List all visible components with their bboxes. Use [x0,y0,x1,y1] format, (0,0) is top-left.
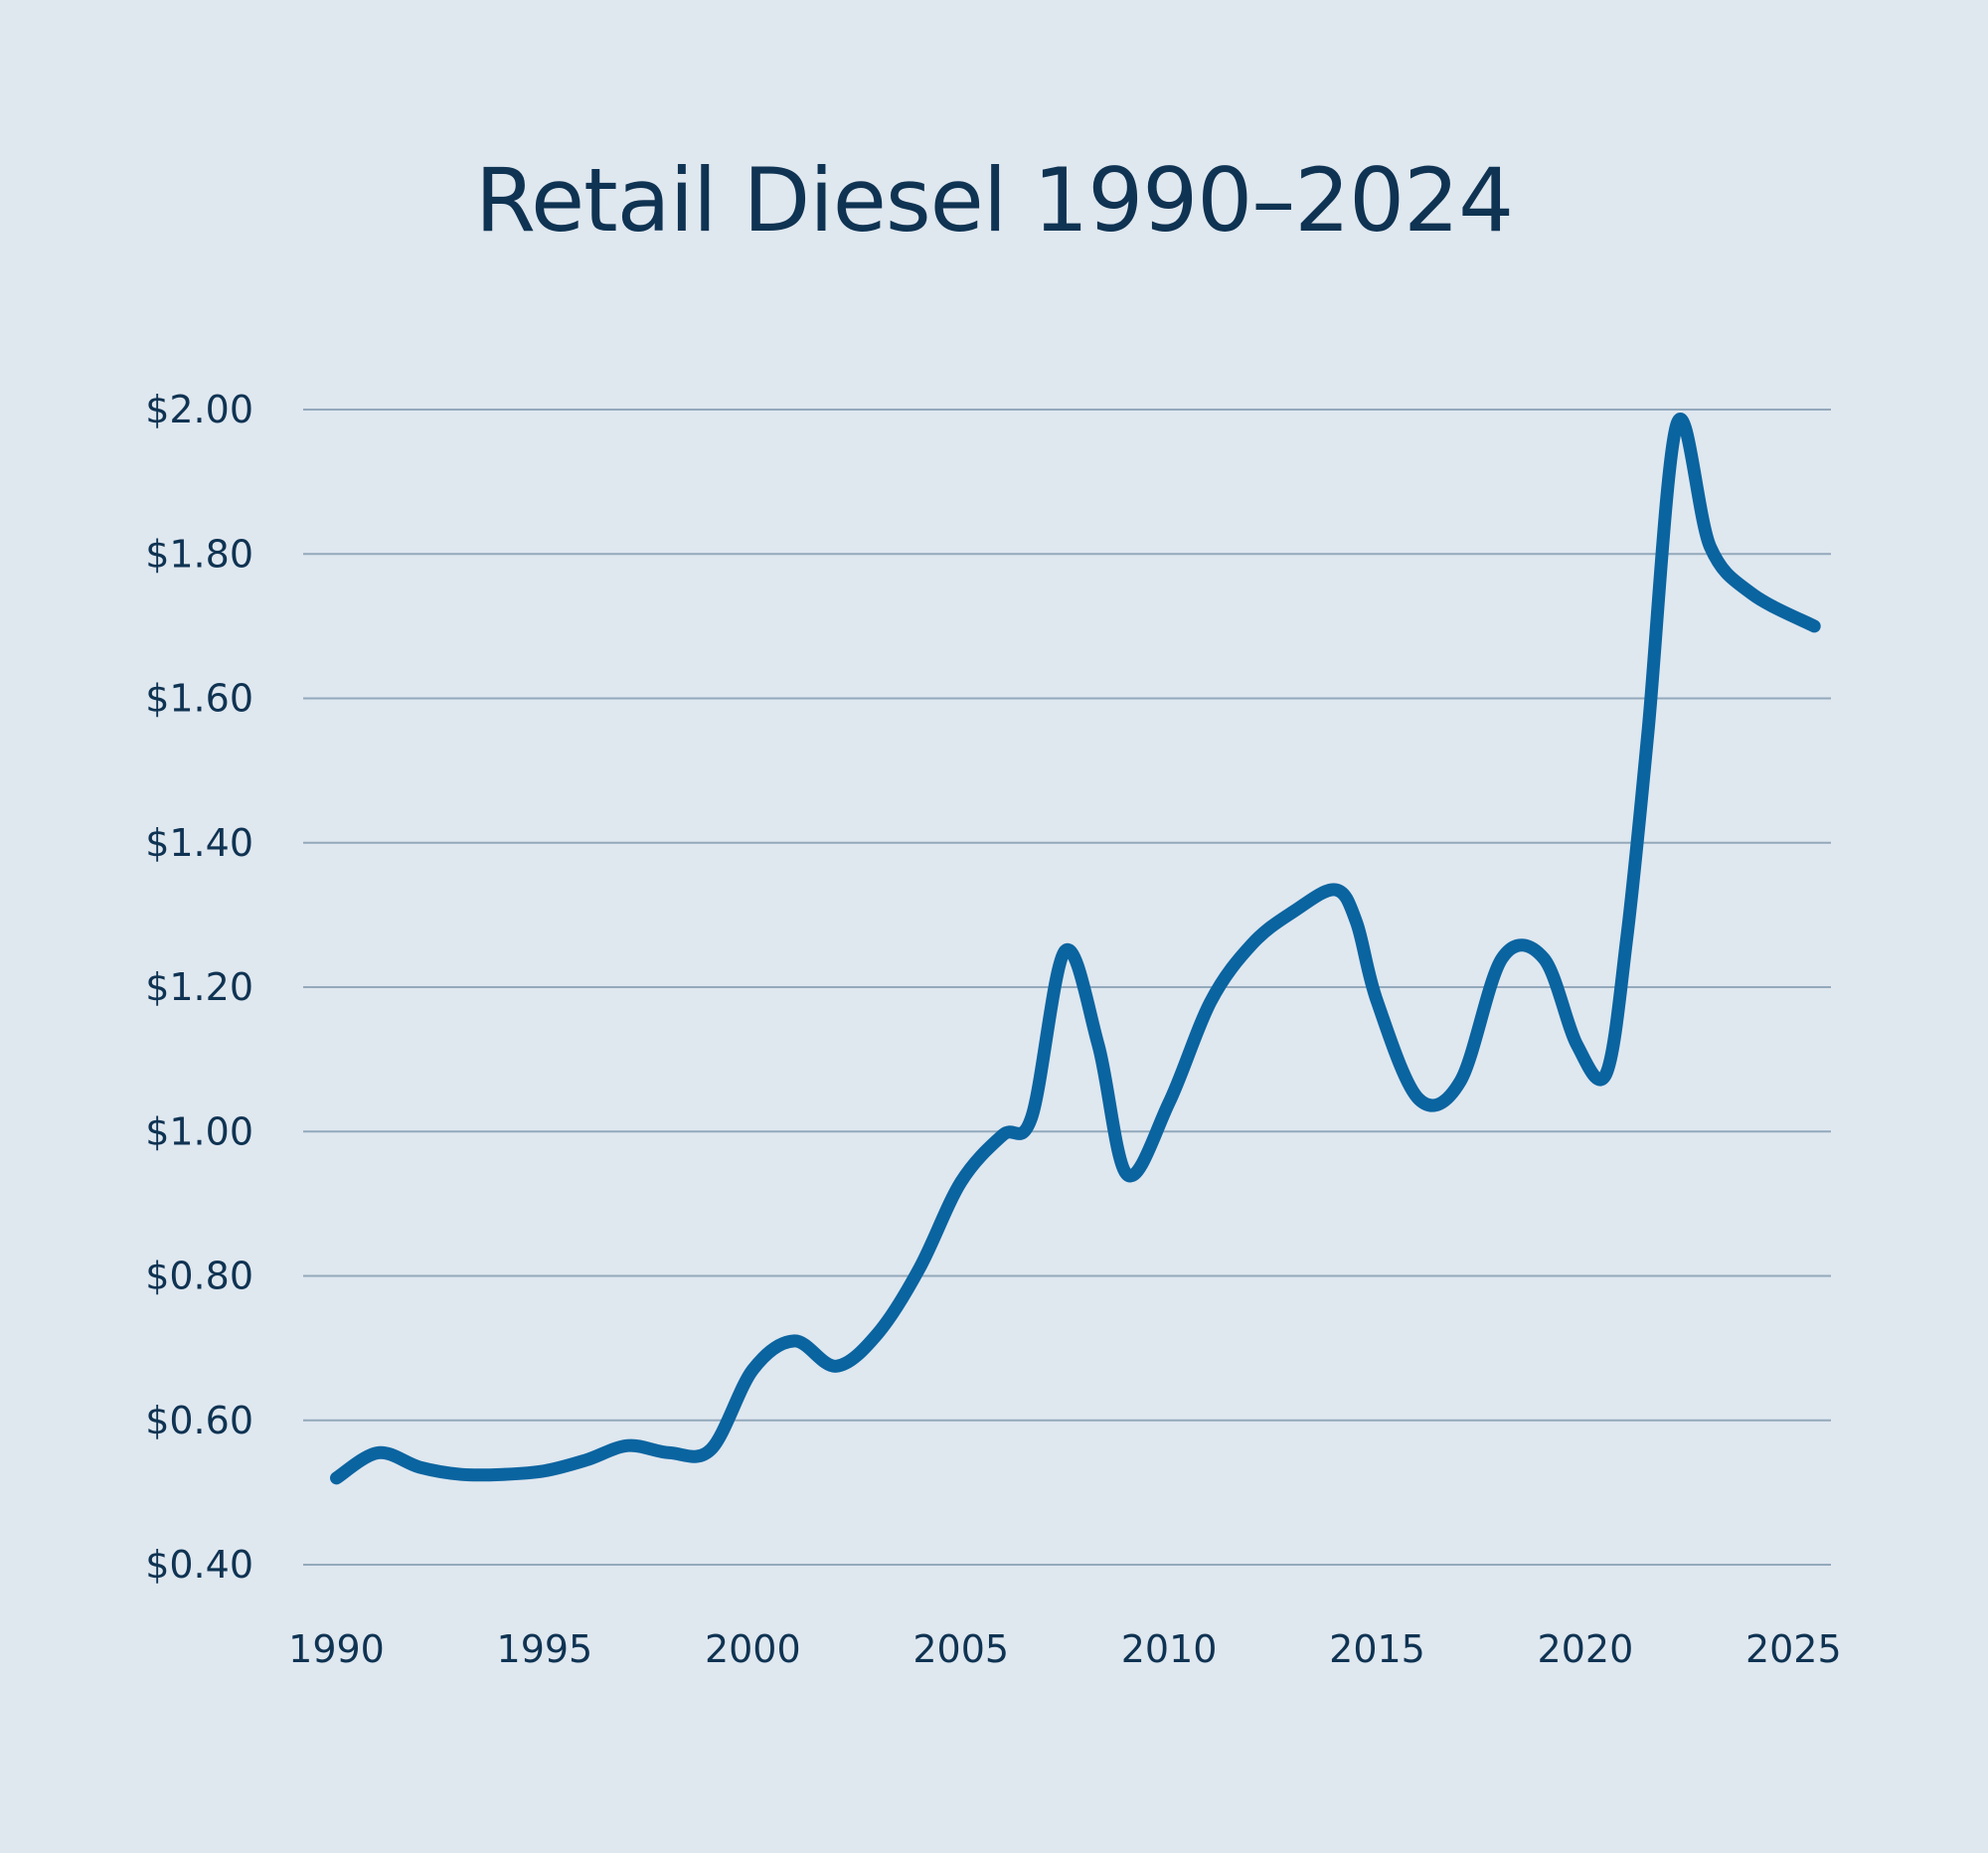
y-tick-label: $2.00 [145,388,253,431]
y-axis: $0.40 $0.60 $0.80 $1.00 $1.20 $1.40 $1.60 $1.80… [145,388,253,1587]
y-tick-label: $0.80 [145,1255,253,1298]
x-tick-label: 2025 [1745,1627,1842,1671]
y-tick-label: $1.40 [145,821,253,865]
x-tick-label: 2005 [912,1627,1009,1671]
y-tick-label: $1.20 [145,965,253,1009]
y-tick-label: $0.40 [145,1543,253,1587]
x-tick-label: 2010 [1121,1627,1218,1671]
y-tick-label: $1.60 [145,677,253,721]
x-tick-label: 1995 [497,1627,593,1671]
x-axis: 1990 1995 2000 2005 2010 2015 2020 2025 [288,1627,1842,1671]
x-tick-label: 1990 [288,1627,385,1671]
grid-lines [303,409,1831,1566]
chart-title: Retail Diesel 1990–2024 [474,149,1514,252]
y-tick-label: $0.60 [145,1399,253,1442]
series-line-retail-diesel [330,413,1821,1485]
series-layer [330,413,1821,1485]
y-tick-label: $1.80 [145,532,253,576]
x-tick-label: 2000 [705,1627,801,1671]
y-tick-label: $1.00 [145,1109,253,1153]
x-tick-label: 2020 [1538,1627,1634,1671]
x-tick-label: 2015 [1329,1627,1425,1671]
